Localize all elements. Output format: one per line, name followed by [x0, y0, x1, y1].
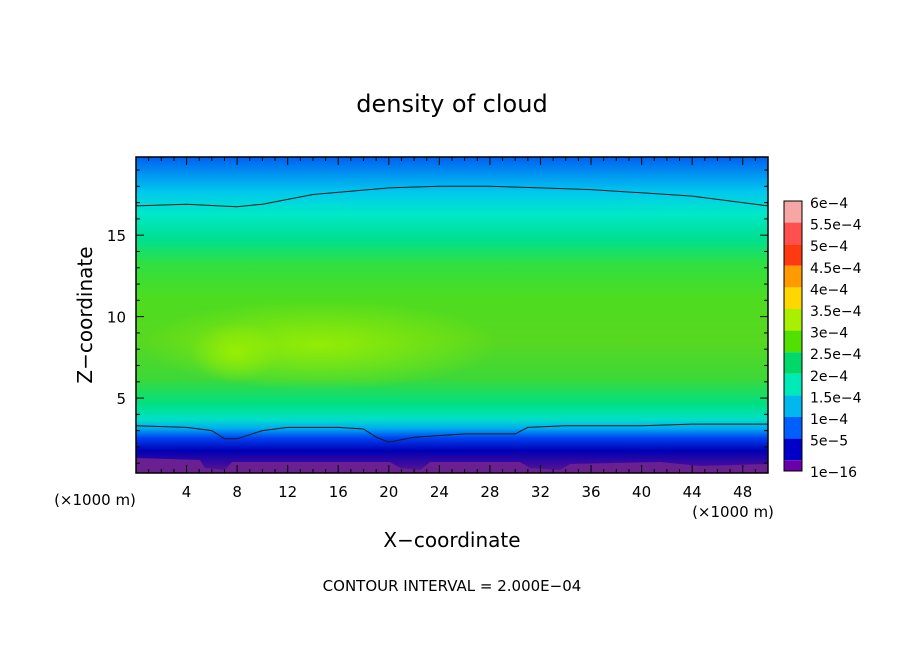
colorbar-label: 5.5e−4 [810, 218, 862, 234]
colorbar-swatch [784, 309, 802, 331]
x-tick-label: 4 [182, 483, 192, 501]
colorbar-label: 2e−4 [810, 369, 848, 385]
x-axis-label: X−coordinate [383, 528, 520, 552]
colorbar-label: 5e−4 [810, 239, 848, 255]
x-tick-label: 48 [733, 483, 752, 501]
colorbar-swatch [784, 417, 802, 439]
x-tick-label: 24 [430, 483, 449, 501]
colorbar-swatch [784, 395, 802, 417]
x-tick-label: 20 [379, 483, 398, 501]
x-tick-label: 44 [683, 483, 702, 501]
colorbar-label: 1e−4 [810, 412, 848, 428]
y-tick-label: 5 [116, 390, 126, 408]
x-axis-ticks: 4 8 12 16 20 24 28 32 36 40 44 48 [148, 157, 756, 501]
colorbar-swatch [784, 201, 802, 223]
colorbar-frame [783, 200, 803, 472]
x-tick-label: 36 [581, 483, 600, 501]
contour-interval-note: CONTOUR INTERVAL = 2.000E−04 [323, 577, 582, 595]
colorbar-swatch [784, 373, 802, 396]
colorbar-label: 1e−16 [810, 465, 857, 481]
contour-line-2 [136, 423, 768, 443]
x-tick-label: 16 [329, 483, 348, 501]
lower-boundary-irregularity [136, 458, 768, 473]
plot-area [136, 157, 768, 473]
x-tick-label: 32 [531, 483, 550, 501]
y-axis-ticks: 5 10 15 [107, 169, 768, 464]
colorbar-label: 4.5e−4 [810, 261, 862, 277]
colorbar-swatch [784, 352, 802, 374]
density-maximum-core [190, 322, 280, 382]
colorbar-label: 2.5e−4 [810, 347, 862, 363]
colorbar-swatch [784, 222, 802, 245]
colorbar-swatch [784, 265, 802, 288]
colorbar: 6e−4 5.5e−4 5e−4 4.5e−4 4e−4 3.5e−4 3e−4 2.5e−4… [783, 196, 862, 481]
colorbar-swatch [784, 330, 802, 353]
colorbar-label: 6e−4 [810, 196, 848, 212]
colorbar-swatch [784, 460, 802, 471]
y-axis-label: Z−coordinate [73, 246, 97, 383]
x-tick-label: 28 [480, 483, 499, 501]
chart-title: density of cloud [356, 90, 547, 118]
x-unit-left: (×1000 m) [54, 491, 136, 509]
x-tick-label: 12 [278, 483, 297, 501]
y-tick-label: 10 [107, 309, 126, 327]
colorbar-swatch [784, 244, 802, 266]
colorbar-label: 3e−4 [810, 326, 848, 342]
colorbar-label: 3.5e−4 [810, 304, 862, 320]
x-tick-label: 40 [632, 483, 651, 501]
x-unit-right: (×1000 m) [692, 503, 774, 521]
colorbar-swatch [784, 287, 802, 309]
colorbar-label: 5e−5 [810, 434, 848, 450]
colorbar-swatch [784, 438, 802, 461]
contour-line-1 [136, 185, 768, 208]
colorbar-label: 4e−4 [810, 282, 848, 298]
colorbar-label: 1.5e−4 [810, 390, 862, 406]
x-tick-label: 8 [232, 483, 242, 501]
y-tick-label: 15 [107, 227, 126, 245]
